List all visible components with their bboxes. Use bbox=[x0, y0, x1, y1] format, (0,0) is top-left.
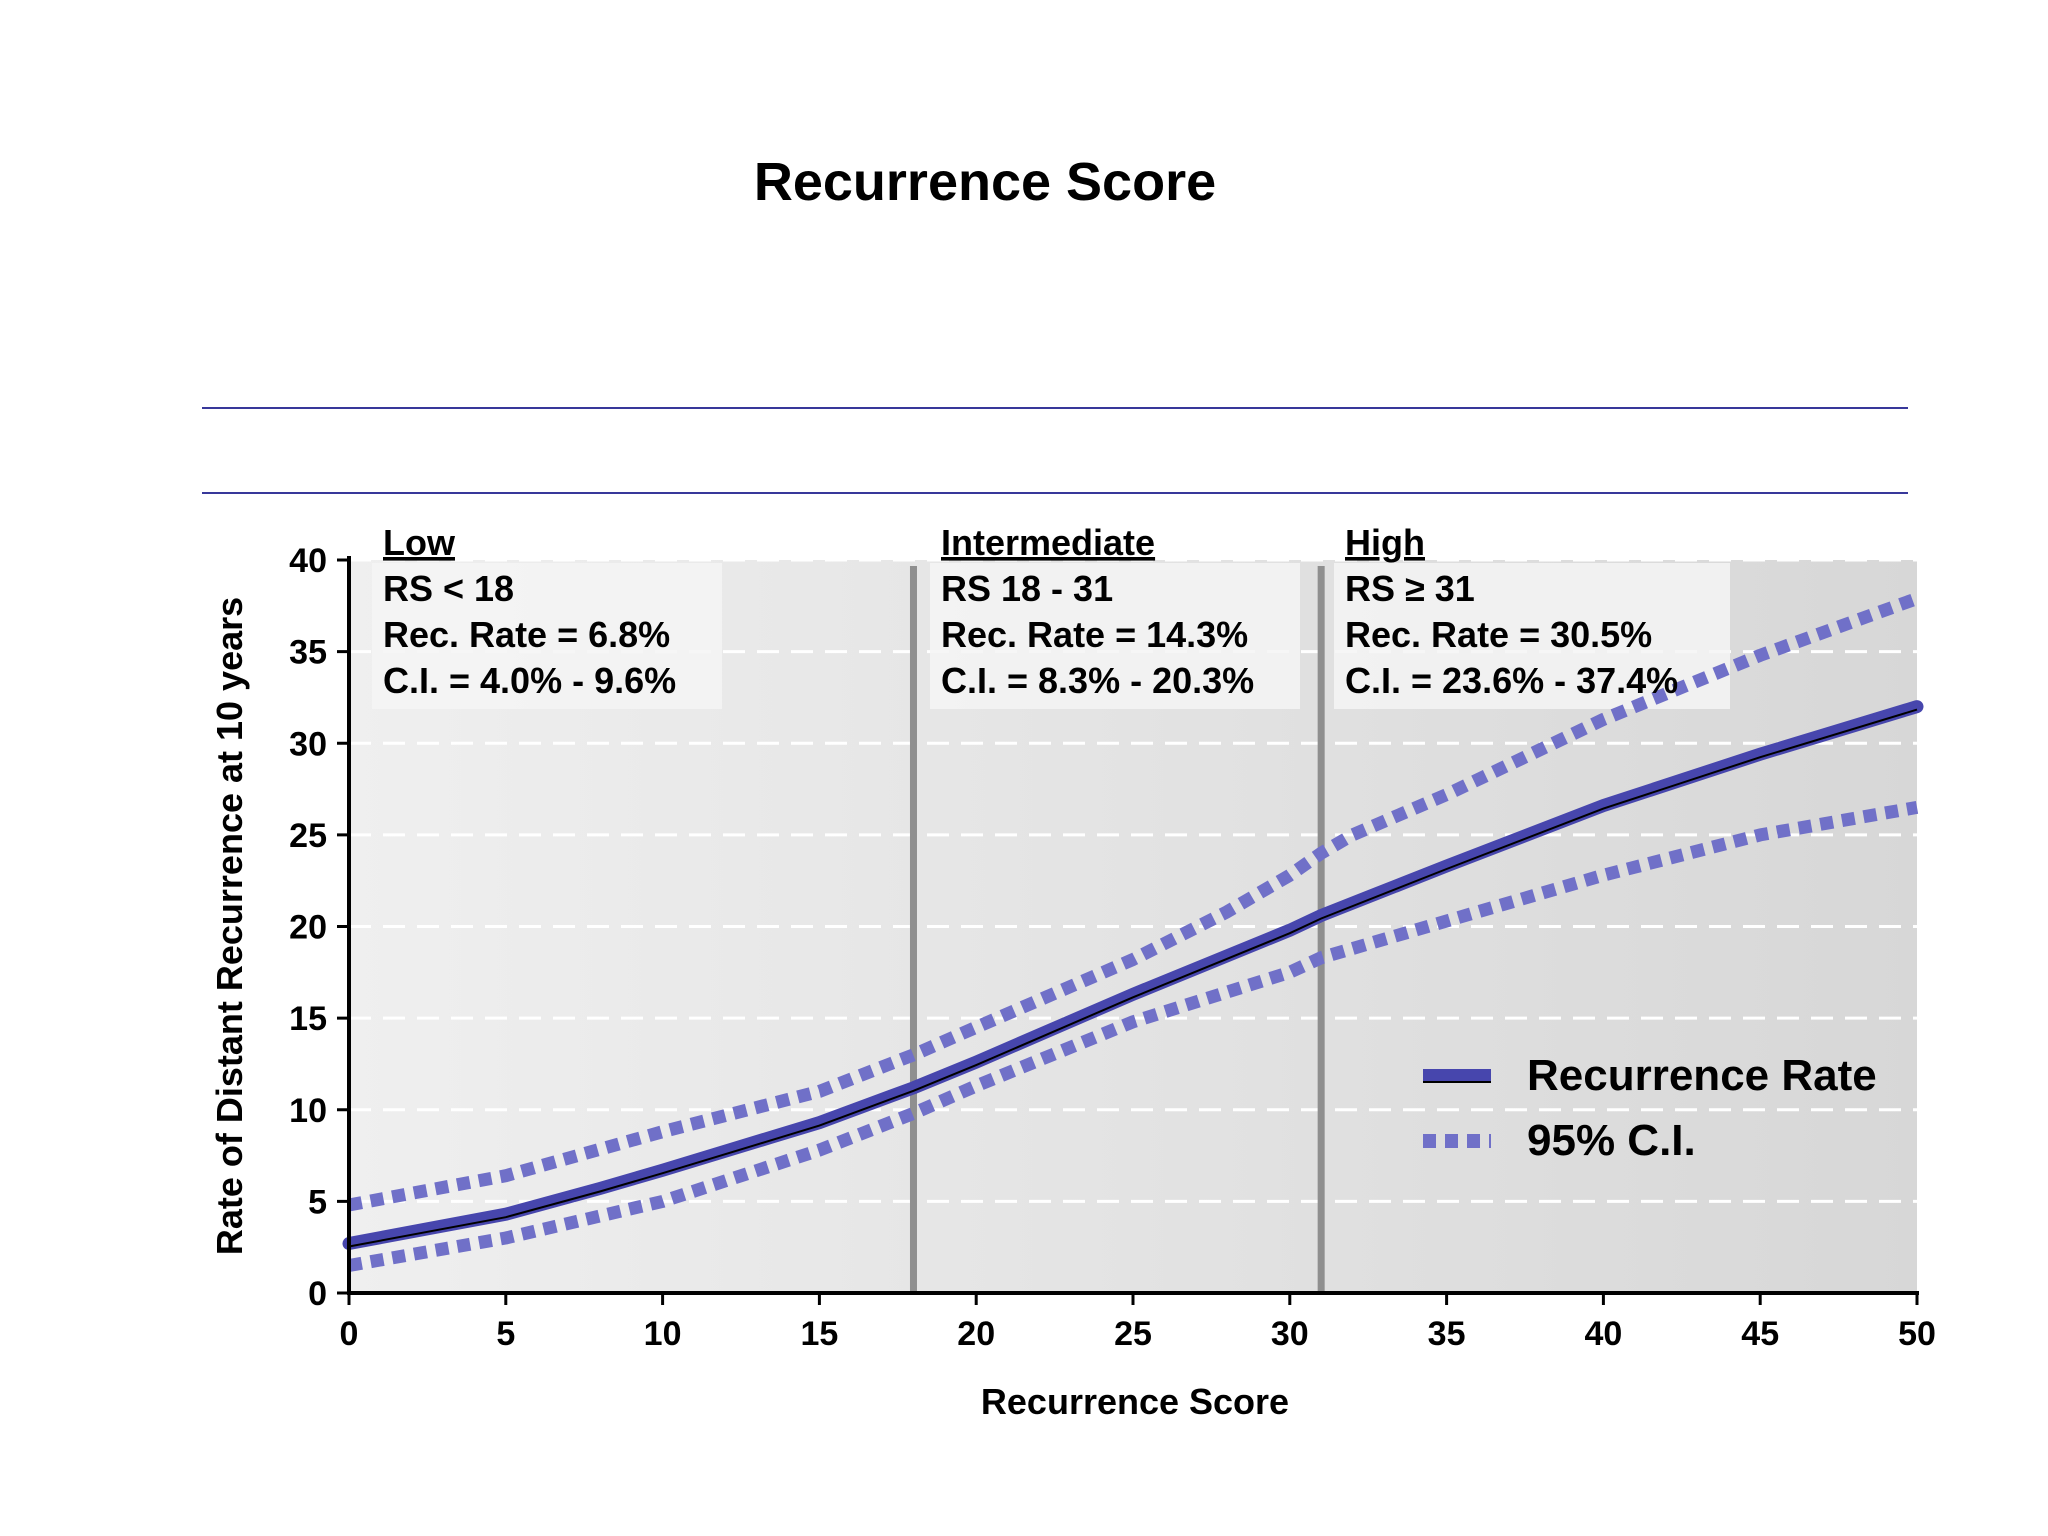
recurrence-rate-line bbox=[342, 700, 1924, 1250]
annotation-line: RS 18 - 31 bbox=[941, 568, 1113, 609]
annotation-heading: High bbox=[1345, 522, 1425, 563]
annotation-line: C.I. = 4.0% - 9.6% bbox=[383, 660, 676, 701]
annotation-line: Rec. Rate = 30.5% bbox=[1345, 614, 1652, 655]
annotation-box bbox=[1334, 563, 1730, 709]
ci-lower-line bbox=[347, 800, 1919, 1272]
annotation-line: Rec. Rate = 14.3% bbox=[941, 614, 1248, 655]
y-axis-label: Rate of Distant Recurrence at 10 years bbox=[209, 597, 250, 1255]
x-tick-label: 5 bbox=[496, 1315, 515, 1353]
recurrence-rate-line-shadow bbox=[348, 708, 1918, 1248]
y-tick-label: 30 bbox=[289, 725, 327, 763]
annotation-heading: Intermediate bbox=[941, 522, 1155, 563]
y-tick-label: 20 bbox=[289, 909, 327, 947]
annotation-line: C.I. = 8.3% - 20.3% bbox=[941, 660, 1254, 701]
y-tick-label: 5 bbox=[308, 1183, 327, 1221]
x-axis-label: Recurrence Score bbox=[981, 1381, 1289, 1422]
annotation-box bbox=[930, 563, 1300, 709]
region-lines bbox=[909, 566, 1325, 1293]
annotation-boxes bbox=[372, 563, 1730, 709]
y-tick-label: 35 bbox=[289, 634, 327, 672]
annotation-heading: Low bbox=[383, 522, 456, 563]
annotation-box bbox=[372, 563, 722, 709]
x-tick-label: 20 bbox=[957, 1315, 995, 1353]
x-tick-label: 45 bbox=[1741, 1315, 1779, 1353]
x-tick-label: 40 bbox=[1584, 1315, 1622, 1353]
annotations: Low RS < 18 Rec. Rate = 6.8% C.I. = 4.0% - … bbox=[383, 522, 1678, 701]
y-tick-label: 25 bbox=[289, 817, 327, 855]
annotation-line: C.I. = 23.6% - 37.4% bbox=[1345, 660, 1678, 701]
y-tick-label: 15 bbox=[289, 1000, 327, 1038]
x-tick-label: 15 bbox=[800, 1315, 838, 1353]
x-tick-label: 10 bbox=[644, 1315, 682, 1353]
series-layer bbox=[342, 592, 1924, 1272]
x-tick-label: 0 bbox=[340, 1315, 359, 1353]
y-tick-label: 0 bbox=[308, 1275, 327, 1313]
y-tick-label: 10 bbox=[289, 1092, 327, 1130]
legend-label: 95% C.I. bbox=[1527, 1116, 1696, 1165]
x-tick-label: 50 bbox=[1898, 1315, 1936, 1353]
annotation-line: RS ≥ 31 bbox=[1345, 568, 1475, 609]
slide-title: Recurrence Score bbox=[754, 152, 1216, 212]
annotation-line: RS < 18 bbox=[383, 568, 514, 609]
axes: 0 5 10 15 20 25 30 35 40 0 5 10 15 20 25 30 35 40 45 50 bbox=[289, 542, 1936, 1353]
x-tick-label: 35 bbox=[1428, 1315, 1466, 1353]
x-tick-label: 30 bbox=[1271, 1315, 1309, 1353]
legend-label: Recurrence Rate bbox=[1527, 1051, 1877, 1100]
y-tick-label: 40 bbox=[289, 542, 327, 580]
x-tick-label: 25 bbox=[1114, 1315, 1152, 1353]
annotation-line: Rec. Rate = 6.8% bbox=[383, 614, 670, 655]
legend: Recurrence Rate 95% C.I. bbox=[1423, 1051, 1877, 1165]
ci-upper-line bbox=[347, 592, 1920, 1212]
